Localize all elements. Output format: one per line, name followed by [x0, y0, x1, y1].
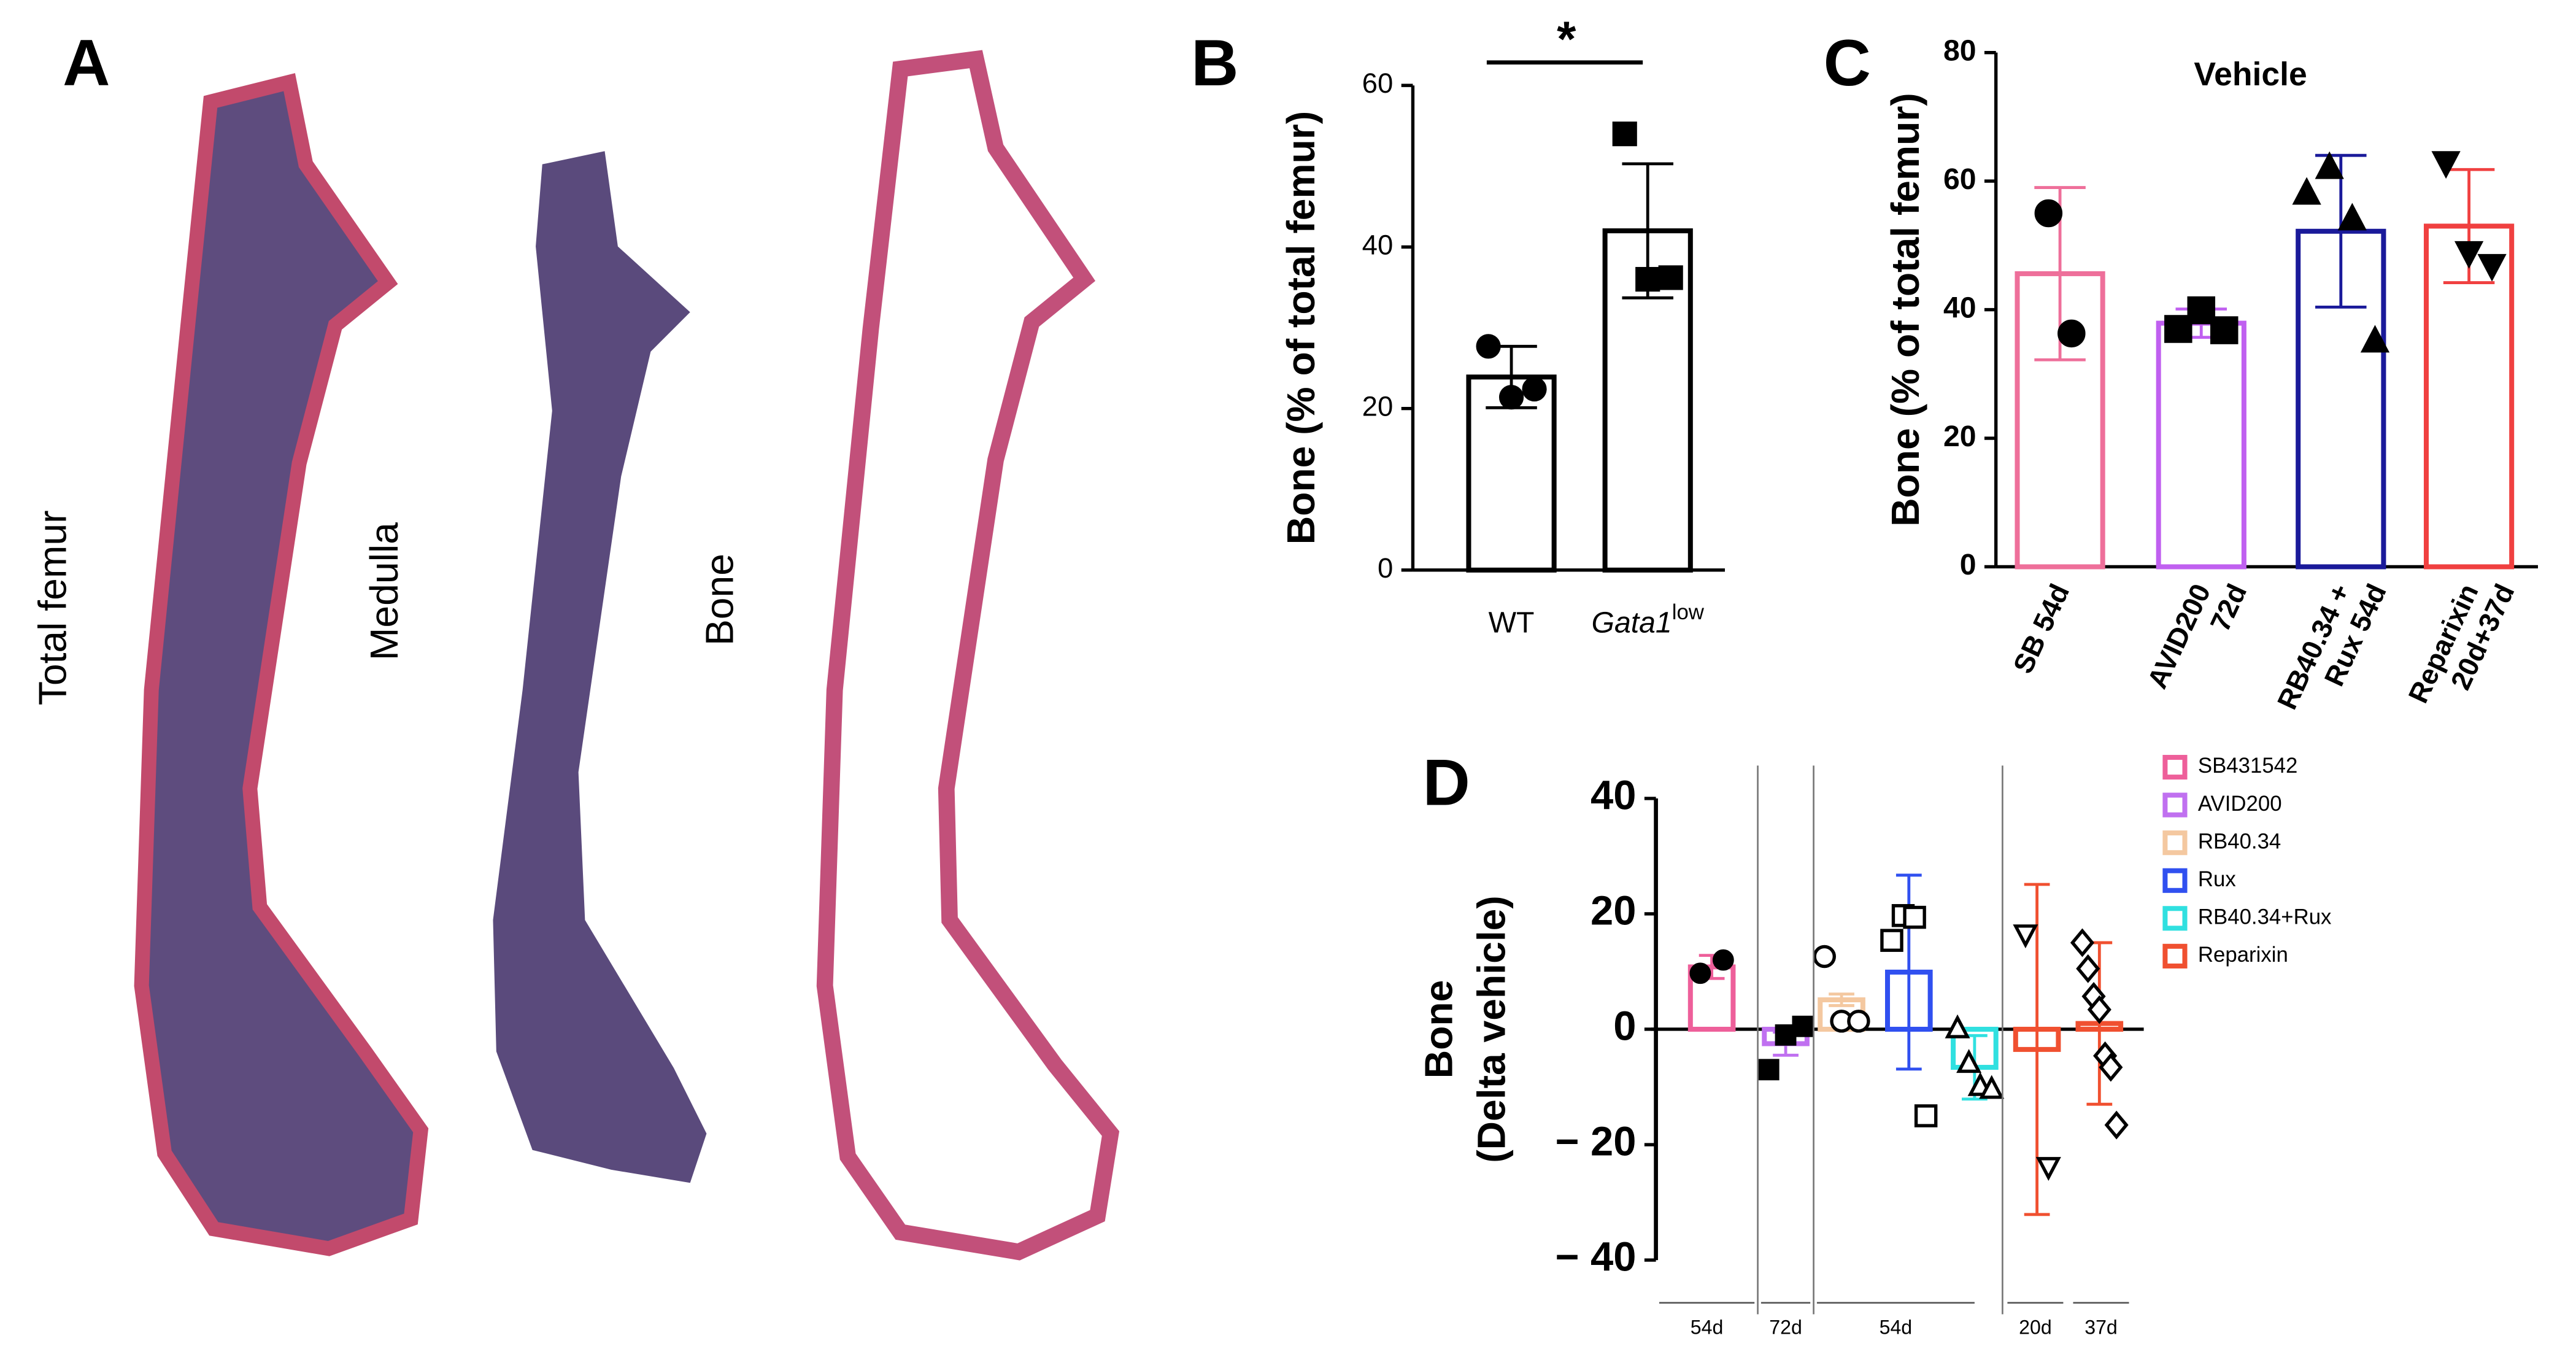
group-label: 54d: [1691, 1316, 1724, 1339]
y-tick-label: − 40: [1555, 1234, 1636, 1280]
data-point: [1945, 1014, 1970, 1038]
bar: [2156, 320, 2246, 570]
data-point: [2477, 253, 2507, 282]
data-point: [2210, 316, 2239, 344]
data-point: [2104, 1110, 2129, 1140]
data-point: [1914, 1104, 1938, 1127]
x-tick-label: Gata1low: [1591, 601, 1704, 639]
legend-label: Rux: [2198, 868, 2236, 891]
y-tick-label: 20: [1943, 420, 1976, 453]
x-tick-label-superscript: low: [1672, 601, 1705, 624]
panel-label: A: [63, 26, 110, 99]
y-tick-label: 20: [1362, 391, 1394, 422]
data-point: [1658, 265, 1683, 290]
group-label: 20d: [2019, 1316, 2052, 1339]
image-label: Medulla: [362, 522, 406, 660]
data-point: [1880, 929, 1903, 952]
chart-title: Vehicle: [2194, 56, 2307, 93]
data-point: [2315, 151, 2344, 179]
data-point: [1792, 1015, 1814, 1037]
legend-label: AVID200: [2198, 792, 2282, 816]
data-point: [2187, 296, 2216, 325]
group-label: 54d: [1880, 1316, 1913, 1339]
panel-label: D: [1422, 746, 1470, 819]
data-point: [2431, 151, 2461, 179]
legend-swatch: [2162, 868, 2188, 893]
y-tick-label: 20: [1591, 888, 1636, 934]
panel-label: B: [1191, 26, 1238, 99]
data-point: [1689, 962, 1711, 984]
data-point: [2087, 995, 2111, 1024]
data-point: [1522, 376, 1547, 402]
y-tick-label: − 20: [1555, 1119, 1636, 1165]
x-tick-label: SB 54d: [2007, 579, 2075, 678]
image-label: Bone: [697, 554, 741, 646]
data-point: [1979, 1075, 2005, 1099]
femur-total: [134, 73, 429, 1256]
histology-images: [134, 50, 1120, 1261]
data-point: [2070, 928, 2095, 957]
data-point: [2034, 199, 2063, 228]
legend-swatch: [2162, 830, 2188, 856]
y-tick-label: 0: [1960, 548, 1976, 581]
y-tick-label: 0: [1613, 1003, 1636, 1050]
data-point: [2076, 954, 2100, 983]
data-point: [2099, 1053, 2123, 1082]
y-tick-label: 40: [1943, 291, 1976, 324]
data-point: [2164, 315, 2192, 343]
femur-medulla: [493, 151, 707, 1183]
x-tick-label: AVID200: [2142, 579, 2217, 694]
data-point: [2292, 177, 2321, 205]
y-tick-label: 80: [1943, 34, 1976, 67]
data-point: [1498, 385, 1524, 410]
y-tick-label: 60: [1943, 163, 1976, 196]
y-axis-label: Bone (% of total femur): [1883, 93, 1927, 527]
image-label: Total femur: [30, 511, 74, 706]
data-point: [1956, 1049, 1982, 1073]
data-point: [1847, 1010, 1870, 1033]
x-tick-label: 72d: [2204, 579, 2253, 636]
data-point: [1612, 122, 1637, 147]
legend-label: SB431542: [2198, 754, 2297, 778]
group-label: 72d: [1769, 1316, 1802, 1339]
legend-label: RB40.34: [2198, 830, 2281, 853]
data-point: [1476, 334, 1501, 359]
data-point: [1903, 905, 1926, 929]
femur-bone: [816, 50, 1120, 1261]
legend-label: Reparixin: [2198, 943, 2288, 967]
data-point: [2013, 924, 2038, 949]
legend-swatch: [2162, 943, 2188, 968]
y-axis-label: (Delta vehicle): [1469, 895, 1513, 1163]
y-axis-label: Bone (% of total femur): [1279, 111, 1323, 545]
panel-label: C: [1824, 26, 1871, 99]
y-tick-label: 0: [1378, 552, 1393, 584]
legend-swatch: [2162, 754, 2188, 780]
data-point: [1813, 945, 1836, 968]
y-axis-label: Bone: [1417, 980, 1461, 1079]
x-tick-label-text: WT: [1489, 606, 1535, 640]
data-point: [1712, 949, 1734, 971]
data-point: [2035, 1157, 2061, 1181]
group-label: 37d: [2084, 1316, 2118, 1339]
data-point: [2337, 203, 2367, 231]
data-point: [2360, 325, 2390, 353]
x-tick-label: WT: [1489, 606, 1535, 640]
legend-swatch: [2162, 906, 2188, 931]
data-point: [1635, 266, 1660, 292]
significance-label: *: [1557, 12, 1576, 67]
y-tick-label: 60: [1362, 68, 1394, 99]
legend-label: RB40.34+Rux: [2198, 905, 2332, 929]
x-tick-label-text: Gata1: [1591, 606, 1672, 640]
legend-swatch: [2162, 792, 2188, 818]
data-point: [1757, 1059, 1780, 1081]
data-point: [2057, 319, 2086, 348]
data-point: [2454, 241, 2484, 269]
y-tick-label: 40: [1591, 773, 1636, 819]
y-tick-label: 40: [1362, 229, 1394, 260]
